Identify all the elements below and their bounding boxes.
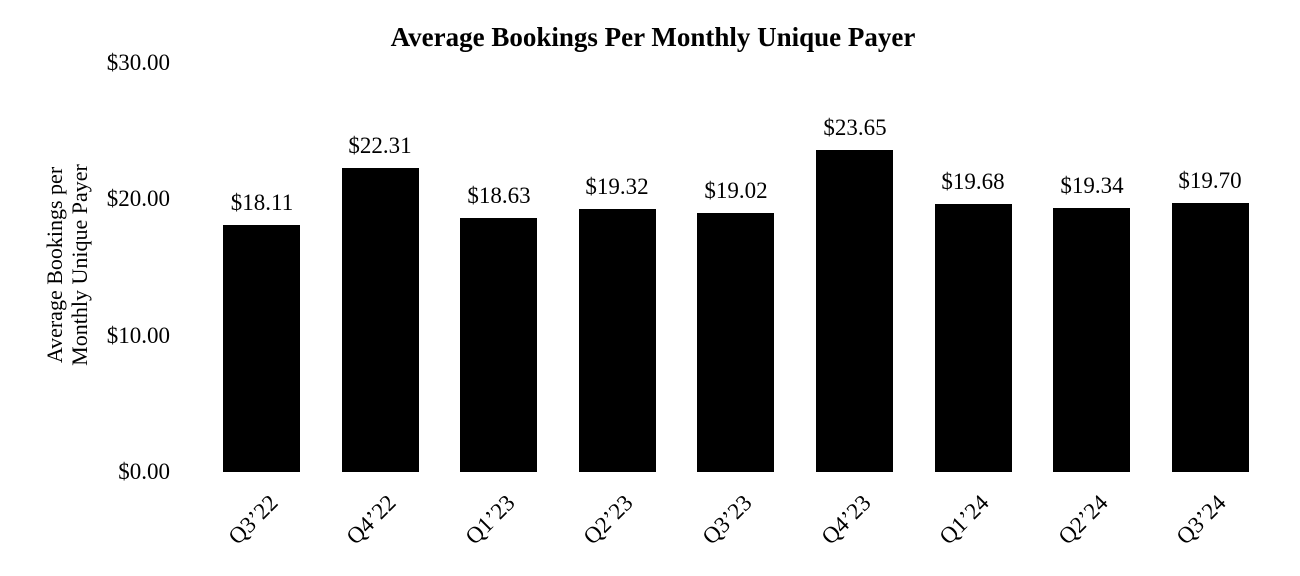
y-tick-label: $30.00 (106, 50, 170, 75)
bar-value-label: $18.63 (467, 183, 531, 208)
bar-value-label: $19.02 (704, 178, 768, 203)
bar (1053, 208, 1130, 472)
bar-value-label: $18.11 (230, 190, 294, 215)
chart-title: Average Bookings Per Monthly Unique Paye… (390, 22, 916, 52)
x-tick-label: Q2’23 (578, 490, 638, 550)
x-tick-label: Q3’24 (1171, 490, 1231, 550)
bar (460, 218, 537, 472)
bar (697, 213, 774, 472)
x-tick-label: Q3’23 (697, 490, 757, 550)
x-tick-label: Q1’23 (460, 490, 520, 550)
y-tick-label: $10.00 (106, 323, 170, 348)
bar-value-label: $22.31 (348, 133, 412, 158)
x-tick-label: Q4’23 (816, 490, 876, 550)
bar (816, 150, 893, 472)
bar (223, 225, 300, 472)
bar (579, 209, 656, 472)
bar-value-label: $19.32 (585, 174, 649, 199)
bar (1172, 203, 1249, 472)
bar (935, 204, 1012, 472)
y-tick-label: $20.00 (106, 186, 170, 211)
bar-value-label: $19.70 (1178, 168, 1242, 193)
bar-value-label: $19.34 (1060, 173, 1124, 198)
bar-value-label: $19.68 (941, 169, 1005, 194)
bar (342, 168, 419, 472)
x-tick-label: Q3’22 (223, 490, 283, 550)
y-tick-label: $0.00 (118, 459, 170, 484)
x-tick-label: Q4’22 (341, 490, 401, 550)
x-tick-label: Q1’24 (934, 490, 994, 550)
x-tick-label: Q2’24 (1053, 490, 1113, 550)
bar-value-label: $23.65 (823, 115, 887, 140)
